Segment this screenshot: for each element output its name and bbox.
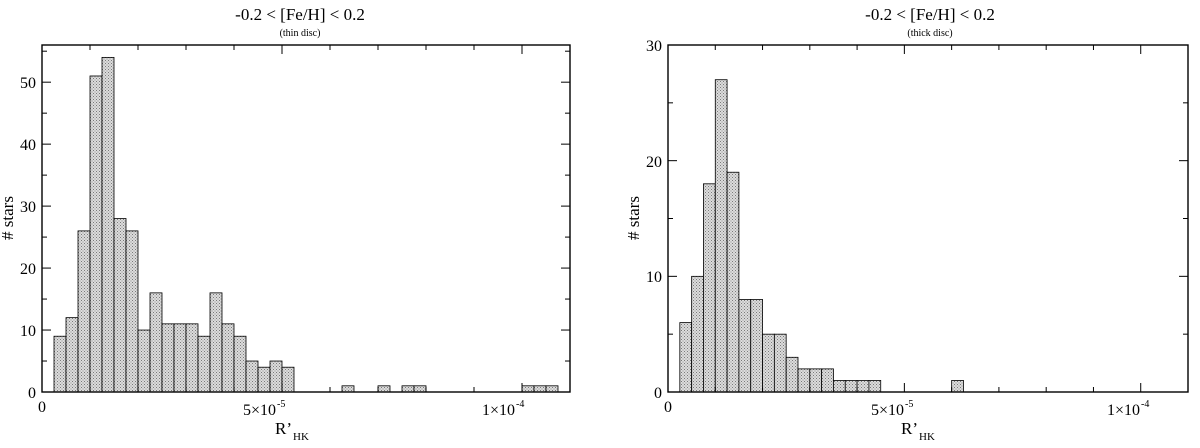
left-y-tick-label: 30: [20, 199, 36, 216]
histogram-bar: [738, 299, 752, 393]
histogram-bar: [809, 368, 823, 393]
histogram-bar: [413, 385, 427, 393]
histogram-bar: [245, 360, 259, 393]
histogram-bar: [197, 335, 211, 393]
histogram-bar: [149, 292, 163, 393]
histogram-bar: [233, 335, 247, 393]
histogram-bar: [844, 380, 858, 393]
histogram-bar: [257, 366, 271, 393]
histogram-bar: [341, 385, 355, 393]
histogram-bar: [173, 323, 187, 393]
histogram-bar: [281, 366, 295, 393]
histogram-bar: [269, 360, 283, 393]
histogram-bar: [691, 275, 704, 393]
left-histogram-panel: -0.2 < [Fe/H] < 0.2 (thin disc) 0 10 20 …: [0, 5, 571, 443]
right-y-axis-label: # stars: [624, 196, 643, 240]
histogram-bar: [951, 380, 964, 393]
histogram-bar: [545, 385, 559, 393]
right-y-tick-labels: 0 10 20 30: [646, 38, 662, 402]
histogram-bar: [401, 385, 415, 393]
left-chart-title: -0.2 < [Fe/H] < 0.2: [235, 5, 365, 24]
histogram-bar: [125, 230, 139, 393]
left-x-tick-label: 1×10: [482, 402, 515, 419]
right-histogram-panel: -0.2 < [Fe/H] < 0.2 (thick disc) 0 10 20…: [624, 5, 1189, 443]
histogram-bar: [137, 329, 151, 393]
right-x-tick-label: 0: [664, 399, 672, 416]
right-y-tick-label: 30: [646, 38, 662, 55]
histogram-bar: [101, 56, 115, 393]
left-y-tick-label: 0: [28, 385, 36, 402]
left-x-tick-exponent: -5: [277, 399, 285, 410]
histogram-bar: [868, 380, 882, 393]
right-bars: [679, 79, 964, 393]
left-x-tick-exponent: -4: [516, 399, 524, 410]
right-x-axis-label: R’: [901, 419, 918, 438]
histogram-bar: [750, 299, 763, 393]
left-x-tick-label: 5×10: [243, 402, 276, 419]
histogram-bar: [185, 323, 199, 393]
right-y-tick-label: 10: [646, 269, 662, 286]
right-x-tick-exponent: -5: [905, 399, 913, 410]
histogram-bar: [726, 171, 740, 393]
left-y-axis-label: # stars: [0, 196, 17, 240]
histogram-bar: [856, 380, 870, 393]
left-y-tick-label: 10: [20, 323, 36, 340]
histogram-bar: [762, 333, 775, 393]
right-y-tick-label: 20: [646, 154, 662, 171]
right-chart-title: -0.2 < [Fe/H] < 0.2: [865, 5, 995, 24]
left-y-tick-label: 20: [20, 261, 36, 278]
left-chart-subtitle: (thin disc): [280, 28, 321, 39]
right-x-tick-label: 1×10: [1107, 402, 1140, 419]
histogram-bar: [821, 368, 834, 393]
histogram-bar: [65, 317, 79, 393]
left-y-tick-label: 50: [20, 75, 36, 92]
right-chart-subtitle: (thick disc): [907, 28, 952, 39]
left-y-tick-labels: 0 10 20 30 40 50: [20, 75, 36, 402]
left-x-tick-labels: 0 5×10 -5 1×10 -4: [38, 399, 524, 419]
histogram-bar: [377, 385, 391, 393]
histogram-bar: [521, 385, 535, 393]
histogram-bar: [89, 75, 103, 393]
histogram-bar: [209, 292, 223, 393]
histogram-bar: [797, 368, 811, 393]
histogram-bar: [773, 333, 787, 393]
right-x-tick-exponent: -4: [1141, 399, 1149, 410]
left-plot-frame: [41, 44, 571, 393]
histogram-bar: [679, 322, 693, 393]
right-x-axis-label-subscript: HK: [919, 431, 935, 443]
right-x-tick-label: 5×10: [871, 402, 904, 419]
histogram-bar: [833, 380, 846, 393]
histogram-bar: [785, 356, 799, 393]
right-plot-frame: [667, 44, 1189, 393]
left-x-tick-label: 0: [38, 399, 46, 416]
histogram-bar: [703, 183, 716, 393]
right-y-tick-label: 0: [654, 385, 662, 402]
histogram-bar: [714, 79, 728, 393]
left-bars: [53, 56, 559, 393]
left-y-tick-label: 40: [20, 137, 36, 154]
histogram-bar: [221, 323, 235, 393]
right-x-tick-labels: 0 5×10 -5 1×10 -4: [664, 399, 1149, 419]
histogram-bar: [113, 218, 127, 393]
histogram-bar: [77, 230, 91, 393]
left-x-axis-label-subscript: HK: [293, 431, 309, 443]
histogram-bar: [533, 385, 547, 393]
left-x-axis-label: R’: [275, 419, 292, 438]
histogram-bar: [53, 335, 67, 393]
histogram-bar: [161, 323, 175, 393]
